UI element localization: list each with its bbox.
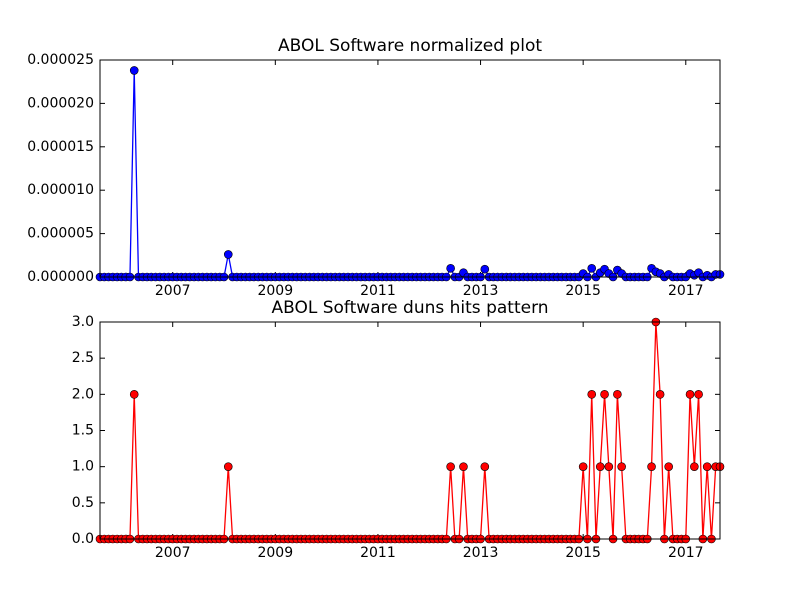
- data-point: [587, 390, 597, 399]
- data-point: [617, 462, 626, 471]
- y-tick-label: 2.5: [72, 350, 94, 366]
- data-point: [647, 462, 656, 471]
- data-point: [446, 264, 455, 273]
- data-point: [694, 390, 703, 399]
- data-point: [223, 250, 233, 259]
- data-point: [600, 390, 609, 399]
- y-tick-label: 0.000025: [27, 52, 94, 68]
- data-point: [587, 264, 597, 273]
- x-tick-label: 2013: [463, 283, 499, 299]
- y-tick-label: 0.000020: [27, 95, 94, 111]
- y-tick-label: 1.0: [72, 459, 94, 475]
- x-tick-label: 2017: [668, 545, 704, 561]
- y-tick-label: 0.5: [72, 495, 94, 511]
- x-tick-label: 2015: [565, 283, 601, 299]
- x-tick-label: 2013: [463, 545, 499, 561]
- y-tick-label: 2.0: [72, 386, 94, 402]
- data-point: [604, 462, 614, 471]
- data-point: [223, 462, 233, 471]
- chart-title: ABOL Software duns hits pattern: [271, 298, 548, 318]
- plot-frame: [99, 59, 721, 278]
- y-tick-label: 0.0: [72, 531, 94, 547]
- x-tick-label: 2009: [257, 283, 293, 299]
- data-point: [129, 66, 139, 75]
- data-point: [129, 390, 139, 399]
- data-point: [655, 390, 665, 399]
- y-tick-label: 0.000010: [27, 182, 94, 198]
- y-tick-label: 1.5: [72, 423, 94, 439]
- data-point: [480, 462, 490, 471]
- y-tick-label: 0.000000: [27, 269, 94, 285]
- chart-title: ABOL Software normalized plot: [278, 36, 542, 56]
- data-point: [595, 462, 605, 471]
- data-point: [613, 390, 622, 399]
- data-point: [690, 462, 699, 471]
- y-tick-label: 0.000005: [27, 226, 94, 242]
- y-tick-label: 0.000015: [27, 139, 94, 155]
- x-tick-label: 2007: [155, 545, 191, 561]
- x-tick-label: 2007: [155, 283, 191, 299]
- x-tick-label: 2009: [257, 545, 293, 561]
- x-tick-label: 2017: [668, 283, 704, 299]
- data-point: [685, 390, 695, 399]
- x-tick-label: 2011: [360, 545, 396, 561]
- x-tick-label: 2015: [565, 545, 601, 561]
- data-point: [480, 264, 490, 274]
- data-point: [664, 462, 673, 471]
- plot-frame: [99, 321, 721, 540]
- data-point: [702, 462, 712, 471]
- y-tick-label: 3.0: [72, 314, 94, 330]
- data-point: [446, 462, 455, 471]
- x-tick-label: 2011: [360, 283, 396, 299]
- data-point: [578, 462, 588, 471]
- data-point: [459, 462, 468, 471]
